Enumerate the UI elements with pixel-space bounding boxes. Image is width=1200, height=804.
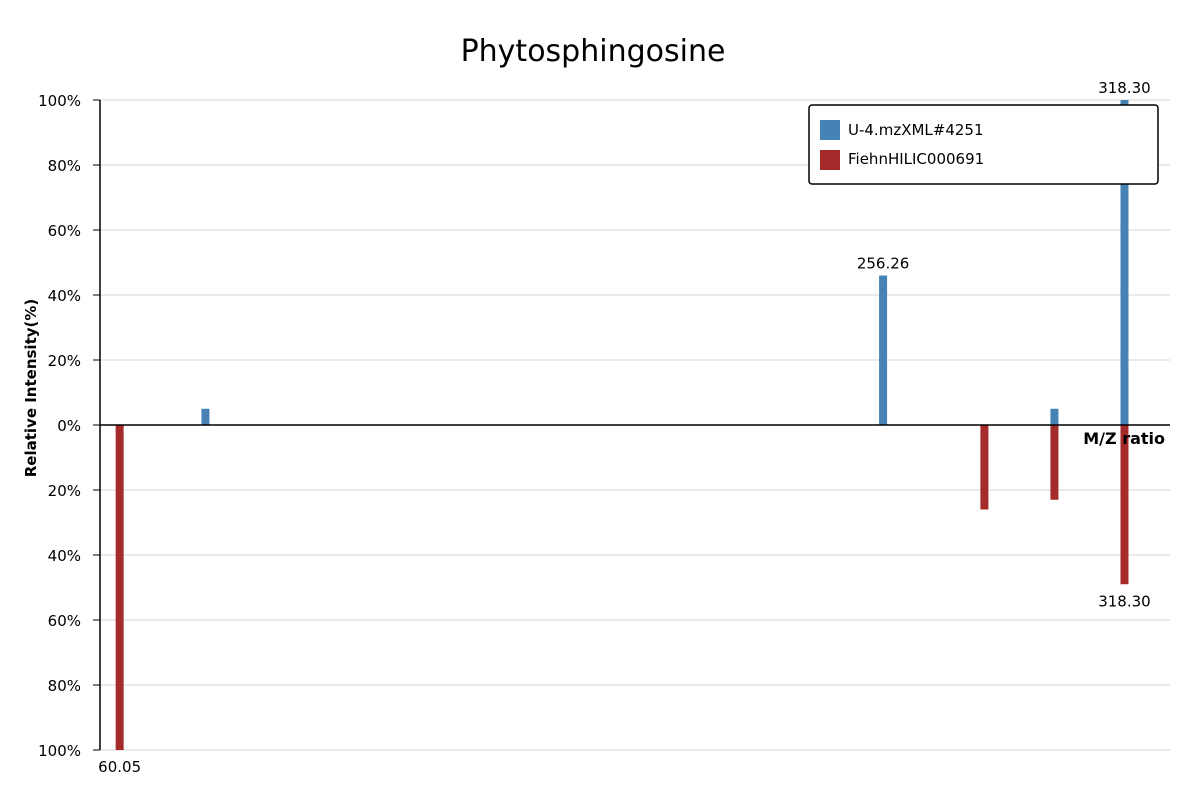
y-tick-label: 20% bbox=[48, 482, 81, 500]
peak-bar-series-2 bbox=[1120, 425, 1129, 585]
grid-layer bbox=[100, 99, 1170, 751]
y-tick-label: 40% bbox=[48, 287, 81, 305]
y-tick-label: 100% bbox=[38, 92, 81, 110]
peak-label: 60.05 bbox=[98, 758, 141, 776]
peak-bar-series-2 bbox=[115, 425, 124, 750]
legend-box bbox=[808, 104, 1159, 185]
peak-label: 256.26 bbox=[857, 255, 910, 273]
y-axis-label: Relative Intensity(%) bbox=[22, 299, 40, 478]
peak-bar-series-2 bbox=[980, 425, 989, 510]
axis-layer bbox=[99, 100, 1170, 750]
y-tick-label: 80% bbox=[48, 677, 81, 695]
y-tick-label: 40% bbox=[48, 547, 81, 565]
chart-title: Phytosphingosine bbox=[461, 34, 726, 69]
peak-bar-series-1 bbox=[1120, 100, 1129, 425]
peak-label: 318.30 bbox=[1098, 79, 1151, 97]
legend: U-4.mzXML#4251 FiehnHILIC000691 bbox=[808, 104, 1159, 185]
y-tick-label: 60% bbox=[48, 612, 81, 630]
legend-swatch-series-1 bbox=[820, 120, 840, 140]
legend-label-series-2: FiehnHILIC000691 bbox=[848, 150, 984, 168]
y-tick-label: 20% bbox=[48, 352, 81, 370]
peak-bar-series-1 bbox=[1050, 408, 1059, 425]
x-axis-label: M/Z ratio bbox=[1083, 429, 1165, 448]
peak-bar-series-2 bbox=[1050, 425, 1059, 500]
tick-layer: 100% 80% 60% 40% 20% 0% 20% 40% 60% 80% 100% bbox=[38, 92, 100, 760]
peak-bar-series-1 bbox=[879, 275, 888, 425]
y-tick-label: 80% bbox=[48, 157, 81, 175]
y-tick-label: 100% bbox=[38, 742, 81, 760]
label-layer: 256.26 318.30 60.05 318.30 bbox=[98, 79, 1151, 776]
y-tick-label: 0% bbox=[57, 417, 81, 435]
legend-label-series-1: U-4.mzXML#4251 bbox=[848, 121, 984, 139]
peak-label: 318.30 bbox=[1098, 592, 1151, 610]
y-tick-label: 60% bbox=[48, 222, 81, 240]
legend-swatch-series-2 bbox=[820, 150, 840, 170]
peak-bar-series-1 bbox=[201, 408, 210, 425]
bar-layer bbox=[115, 100, 1129, 750]
